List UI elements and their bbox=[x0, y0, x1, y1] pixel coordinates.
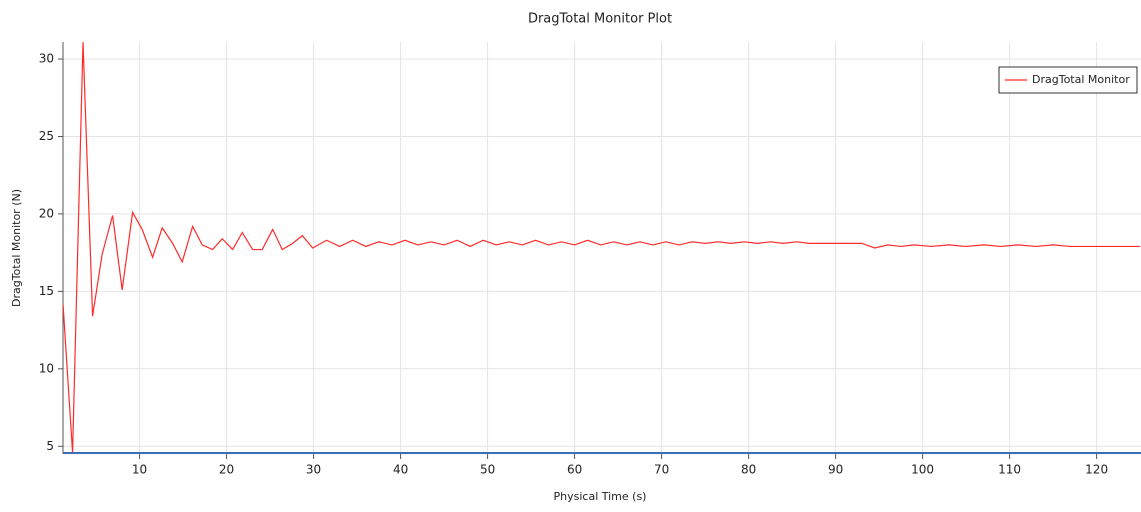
x-tick-label: 90 bbox=[828, 463, 843, 477]
x-tick-label: 20 bbox=[219, 463, 234, 477]
y-tick-label: 20 bbox=[39, 206, 54, 220]
x-tick-label: 50 bbox=[480, 463, 495, 477]
x-axis-label: Physical Time (s) bbox=[554, 490, 647, 503]
y-tick-label: 10 bbox=[39, 361, 54, 375]
x-tick-label: 30 bbox=[306, 463, 321, 477]
grid bbox=[63, 42, 1141, 454]
chart-title: DragTotal Monitor Plot bbox=[528, 12, 672, 27]
x-tick-label: 100 bbox=[911, 463, 934, 477]
x-tick-label: 120 bbox=[1085, 463, 1108, 477]
y-tick-label: 25 bbox=[39, 129, 54, 143]
x-tick-label: 40 bbox=[393, 463, 408, 477]
legend-label: DragTotal Monitor bbox=[1032, 73, 1130, 86]
x-tick-label: 110 bbox=[998, 463, 1021, 477]
x-tick-label: 80 bbox=[741, 463, 756, 477]
y-tick-label: 5 bbox=[46, 439, 54, 453]
x-tick-label: 70 bbox=[654, 463, 669, 477]
x-tick-label: 60 bbox=[567, 463, 582, 477]
y-tick-label: 30 bbox=[39, 52, 54, 66]
legend: DragTotal Monitor bbox=[998, 66, 1138, 94]
y-axis-label: DragTotal Monitor (N) bbox=[10, 189, 23, 307]
data-line bbox=[63, 42, 1141, 453]
y-tick-label: 15 bbox=[39, 284, 54, 298]
x-tick-label: 10 bbox=[132, 463, 147, 477]
